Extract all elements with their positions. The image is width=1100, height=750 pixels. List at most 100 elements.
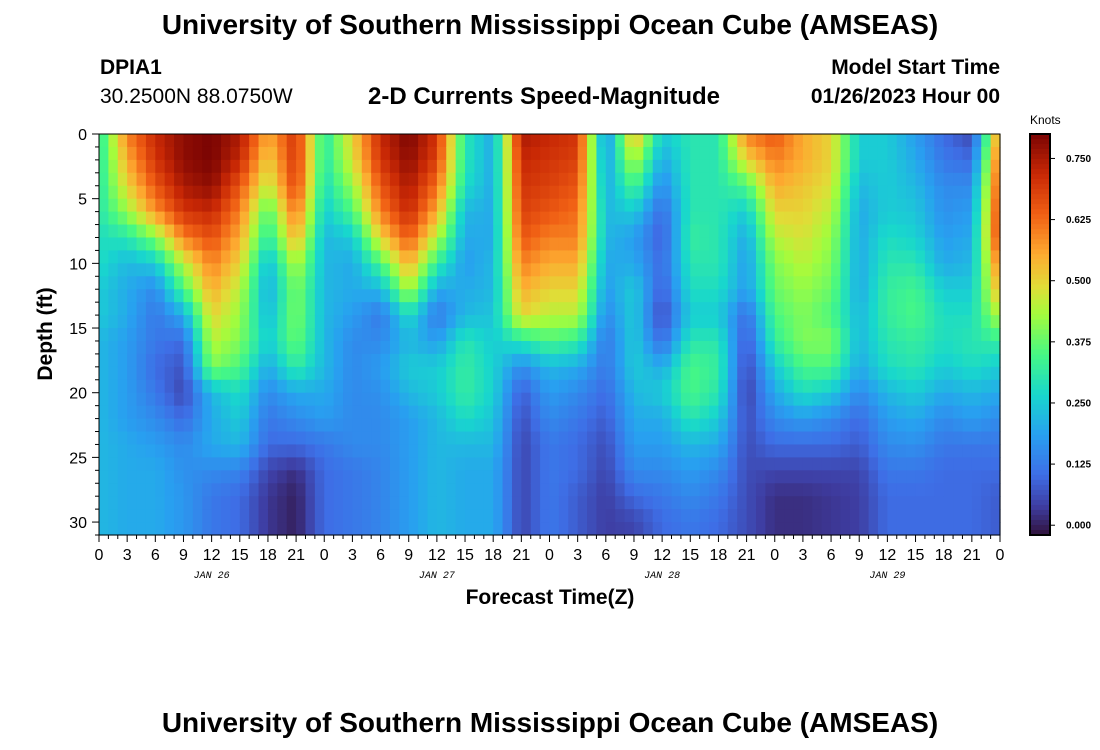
heatmap-cell — [296, 353, 307, 368]
colorbar-segment — [1030, 209, 1050, 215]
x-tick-label: 18 — [484, 547, 502, 564]
heatmap-cell — [868, 405, 879, 420]
heatmap-cell — [849, 340, 860, 355]
heatmap-cell — [324, 172, 335, 187]
heatmap-cell — [568, 276, 579, 290]
heatmap-cell — [145, 172, 156, 187]
heatmap-cell — [887, 470, 898, 484]
heatmap-cell — [709, 146, 720, 161]
heatmap-cell — [314, 522, 325, 536]
colorbar-segment — [1030, 194, 1050, 200]
heatmap-cell — [502, 134, 513, 148]
heatmap-cell — [699, 418, 710, 433]
heatmap-cell — [389, 405, 400, 420]
heatmap-cell — [549, 431, 560, 446]
heatmap-cell — [174, 328, 185, 342]
heatmap-cell — [352, 328, 363, 342]
heatmap-cell — [596, 250, 607, 264]
heatmap-cell — [117, 172, 128, 187]
heatmap-cell — [192, 146, 203, 161]
colorbar-segment — [1030, 409, 1050, 416]
colorbar-segment — [1030, 379, 1050, 386]
heatmap-cell — [709, 405, 720, 420]
heatmap-cell — [549, 237, 560, 252]
heatmap-cell — [690, 392, 701, 407]
heatmap-cell — [652, 134, 663, 148]
heatmap-cell — [211, 172, 222, 187]
heatmap-cell — [483, 405, 494, 420]
heatmap-cell — [277, 483, 288, 497]
heatmap-cell — [774, 444, 785, 458]
heatmap-cell — [361, 379, 372, 394]
heatmap-cell — [737, 418, 748, 433]
heatmap-cell — [380, 250, 391, 264]
y-tick-label: 25 — [69, 450, 87, 467]
heatmap-cell — [502, 198, 513, 213]
heatmap-cell — [906, 172, 917, 187]
heatmap-cell — [521, 418, 532, 433]
heatmap-cell — [258, 146, 269, 161]
heatmap-cell — [549, 483, 560, 497]
heatmap-cell — [784, 172, 795, 187]
heatmap-cell — [221, 522, 231, 536]
heatmap-cell — [549, 289, 560, 303]
heatmap-cell — [521, 509, 532, 523]
heatmap-cell — [868, 289, 879, 303]
heatmap-cell — [981, 405, 992, 420]
heatmap-cell — [108, 496, 119, 510]
heatmap-cell — [690, 483, 701, 497]
heatmap-cell — [784, 185, 795, 200]
heatmap-cell — [953, 418, 964, 433]
heatmap-cell — [765, 289, 776, 303]
heatmap-cell — [990, 392, 1001, 407]
heatmap-cell — [455, 418, 466, 433]
heatmap-cell — [258, 379, 269, 394]
heatmap-cell — [568, 483, 579, 497]
heatmap-cell — [127, 289, 138, 303]
heatmap-cell — [737, 315, 748, 329]
heatmap-cell — [962, 392, 973, 407]
heatmap-cell — [343, 159, 354, 174]
heatmap-cell — [962, 366, 973, 381]
heatmap-cell — [915, 483, 926, 497]
heatmap-cell — [399, 457, 410, 471]
colorbar-segment — [1030, 434, 1050, 441]
heatmap-cell — [211, 237, 222, 252]
heatmap-cell — [849, 483, 860, 497]
heatmap-cell — [680, 366, 691, 381]
heatmap-cell — [389, 340, 400, 355]
colorbar-segment — [1030, 454, 1050, 461]
heatmap-cell — [99, 405, 109, 420]
heatmap-cell — [793, 418, 804, 433]
heatmap-cell — [314, 457, 325, 471]
heatmap-cell — [877, 134, 888, 148]
heatmap-cell — [943, 172, 954, 187]
heatmap-cell — [755, 172, 766, 187]
heatmap-cell — [108, 224, 119, 239]
heatmap-cell — [221, 159, 231, 174]
heatmap-cell — [774, 340, 785, 355]
heatmap-cell — [521, 211, 532, 226]
heatmap-cell — [399, 263, 410, 277]
heatmap-cell — [633, 457, 644, 471]
heatmap-cell — [343, 353, 354, 368]
colorbar-segment — [1030, 484, 1050, 491]
heatmap-cell — [474, 250, 485, 264]
heatmap-cell — [859, 302, 870, 316]
heatmap-cell — [493, 250, 504, 264]
heatmap-cell — [971, 134, 982, 148]
heatmap-cell — [455, 340, 466, 355]
heatmap-cell — [699, 146, 710, 161]
heatmap-cell — [643, 366, 654, 381]
heatmap-cell — [652, 340, 663, 355]
heatmap-cell — [755, 457, 766, 471]
heatmap-cell — [418, 496, 429, 510]
heatmap-cell — [502, 353, 513, 368]
heatmap-cell — [117, 263, 128, 277]
heatmap-cell — [812, 457, 823, 471]
heatmap-cell — [915, 457, 926, 471]
heatmap-cell — [934, 185, 945, 200]
heatmap-cell — [671, 172, 682, 187]
colorbar-segment — [1030, 459, 1050, 466]
heatmap-cell — [314, 328, 325, 342]
